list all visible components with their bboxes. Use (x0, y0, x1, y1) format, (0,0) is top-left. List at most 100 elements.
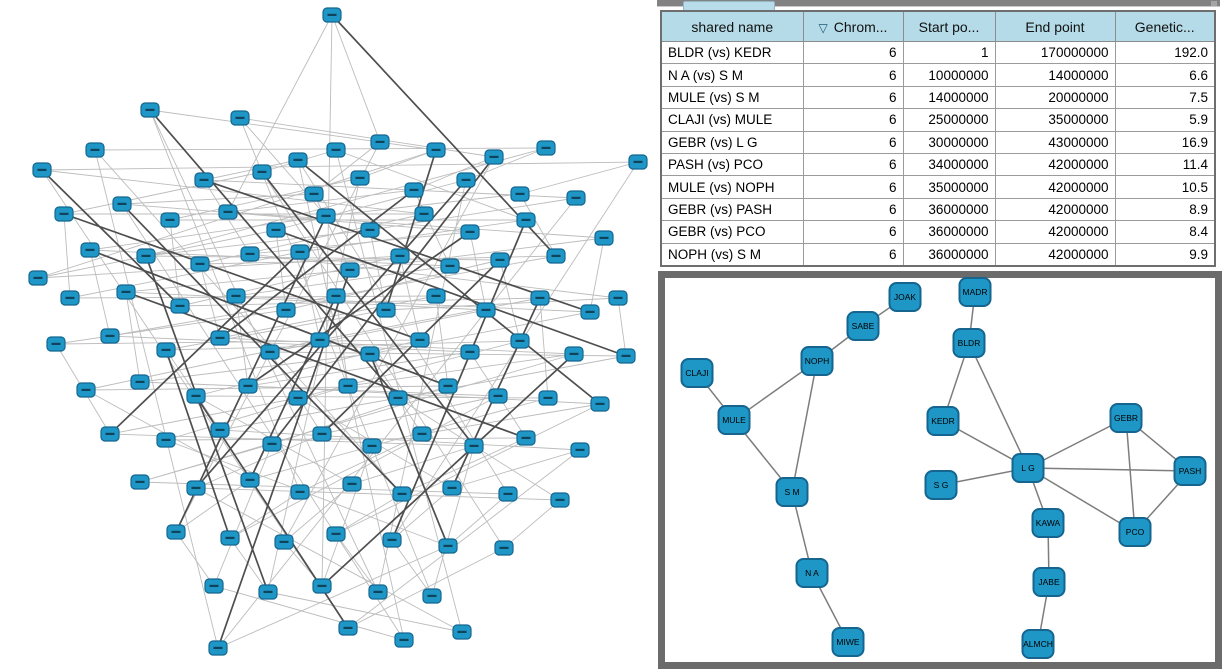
network-edge[interactable] (203, 159, 299, 181)
network-edge[interactable] (283, 156, 495, 543)
column-header-start-po[interactable]: Start po... (902, 10, 996, 42)
table-row[interactable]: BLDR (vs) KEDR 6 1 170000000 192.0 (660, 40, 1216, 65)
subnetwork-node-almch[interactable]: ALMCH (1021, 629, 1055, 659)
subnetwork-node-pash[interactable]: PASH (1173, 456, 1207, 486)
network-edge-heavy[interactable] (203, 179, 591, 313)
subnetwork-edge[interactable] (791, 360, 818, 493)
network-edge[interactable] (63, 213, 71, 299)
subnetwork-node-claji[interactable]: CLAJI (680, 358, 714, 388)
network-edge-heavy[interactable] (125, 291, 527, 439)
network-edge[interactable] (377, 179, 467, 593)
subnetwork-node-jabe[interactable]: JABE (1032, 567, 1066, 597)
panel-strip-button[interactable] (1211, 1, 1217, 6)
network-edge[interactable] (267, 591, 463, 633)
network-edge[interactable] (431, 445, 475, 597)
network-edge[interactable] (109, 335, 471, 353)
network-edge-heavy[interactable] (219, 189, 415, 339)
network-edge-heavy[interactable] (247, 231, 471, 387)
network-edge[interactable] (297, 340, 521, 399)
network-edge-heavy[interactable] (271, 156, 495, 445)
table-row[interactable]: GEBR (vs) L G 6 30000000 43000000 16.9 (660, 130, 1216, 154)
network-edge[interactable] (421, 403, 601, 435)
subnetwork-node-sabe[interactable]: SABE (846, 311, 880, 341)
network-edge[interactable] (109, 295, 337, 337)
network-edge[interactable] (267, 177, 361, 593)
subnetwork-edge[interactable] (1027, 467, 1136, 533)
column-header-end-point[interactable]: End point (994, 10, 1116, 42)
column-header-genetic[interactable]: Genetic... (1114, 10, 1216, 42)
network-edge[interactable] (369, 229, 387, 311)
network-edge[interactable] (37, 229, 277, 279)
network-edge[interactable] (385, 297, 619, 311)
network-edge-heavy[interactable] (165, 349, 231, 539)
network-edge[interactable] (519, 161, 639, 195)
network-edge[interactable] (227, 14, 333, 213)
network-edge-heavy[interactable] (195, 179, 467, 489)
network-edge[interactable] (413, 156, 495, 191)
network-edge-heavy[interactable] (41, 169, 181, 307)
network-edge[interactable] (139, 353, 575, 483)
subnetwork-node-pco[interactable]: PCO (1118, 517, 1152, 547)
network-edge-heavy[interactable] (391, 219, 527, 541)
table-row[interactable]: PASH (vs) PCO 6 34000000 42000000 11.4 (660, 152, 1216, 177)
network-edge[interactable] (139, 353, 371, 383)
subnetwork-node-miwe[interactable]: MIWE (831, 627, 865, 657)
network-edge-heavy[interactable] (321, 259, 501, 435)
network-edge-heavy[interactable] (385, 149, 437, 311)
filter-icon[interactable]: ▽ (818, 20, 828, 35)
network-edge[interactable] (121, 203, 405, 641)
table-row[interactable]: GEBR (vs) PCO 6 36000000 42000000 8.4 (660, 220, 1216, 244)
network-edge-heavy[interactable] (321, 353, 575, 587)
subnetwork-node-kedr[interactable]: KEDR (926, 406, 960, 436)
network-edge-heavy[interactable] (175, 215, 327, 533)
network-edge[interactable] (195, 487, 463, 633)
network-edge[interactable] (347, 449, 581, 629)
network-edge[interactable] (63, 171, 263, 215)
network-edge[interactable] (199, 213, 425, 265)
network-edge[interactable] (239, 117, 495, 158)
subnetwork-edge[interactable] (1027, 467, 1191, 472)
subnetwork-edge[interactable] (968, 342, 1029, 469)
column-header-shared-name[interactable]: shared name (660, 10, 804, 42)
subnetwork-node-mule[interactable]: MULE (717, 405, 751, 435)
network-edge-heavy[interactable] (275, 229, 627, 357)
network-edge-heavy[interactable] (369, 353, 449, 547)
network-edge[interactable] (249, 253, 619, 299)
network-edge[interactable] (359, 149, 437, 179)
network-edge[interactable] (275, 179, 467, 231)
subnetwork-node-gebr[interactable]: GEBR (1109, 403, 1143, 433)
table-row[interactable]: CLAJI (vs) MULE 6 25000000 35000000 5.9 (660, 108, 1216, 132)
network-edge[interactable] (89, 249, 111, 337)
subnetwork-edge[interactable] (1125, 417, 1136, 533)
network-edge[interactable] (41, 169, 425, 215)
network-edge[interactable] (165, 437, 527, 441)
network-edge[interactable] (519, 193, 557, 257)
network-edge[interactable] (217, 545, 449, 649)
network-edge[interactable] (399, 255, 421, 341)
network-edge-heavy[interactable] (149, 109, 399, 399)
network-edge[interactable] (235, 295, 591, 313)
network-edge[interactable] (397, 355, 627, 399)
network-edge[interactable] (69, 251, 301, 299)
subnetwork-node-kawa[interactable]: KAWA (1031, 508, 1065, 538)
subnetwork-node-s-g[interactable]: S G (924, 470, 958, 500)
network-edge[interactable] (369, 197, 577, 231)
network-edge[interactable] (503, 499, 561, 549)
network-edge[interactable] (335, 149, 527, 221)
column-header-chrom[interactable]: ▽ Chrom... (802, 10, 904, 42)
network-edge[interactable] (213, 585, 405, 641)
network-edge-heavy[interactable] (109, 251, 301, 435)
network-edge[interactable] (175, 531, 215, 587)
network-edge[interactable] (37, 255, 401, 279)
network-edge[interactable] (347, 353, 575, 387)
subnetwork-view[interactable]: JOAK MADR SABE BLDR NOPH CLAJI MULE KEDR GEBR L G… (658, 271, 1222, 669)
network-edge[interactable] (319, 297, 541, 341)
subnetwork-node-n-a[interactable]: N A (795, 558, 829, 588)
network-edge[interactable] (369, 311, 591, 355)
network-edge[interactable] (213, 443, 273, 587)
network-edge[interactable] (175, 479, 251, 533)
network-edge[interactable] (261, 171, 505, 549)
network-edge[interactable] (125, 269, 351, 293)
network-edge-heavy[interactable] (217, 269, 351, 649)
network-edge[interactable] (451, 449, 581, 489)
